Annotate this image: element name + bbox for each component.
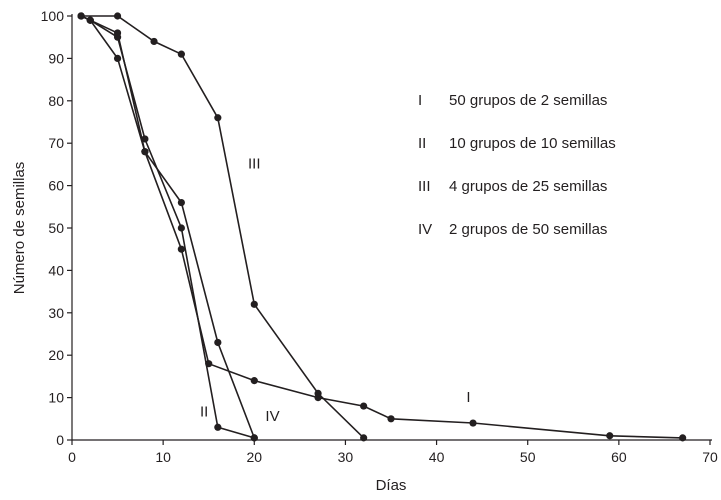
data-point	[387, 415, 395, 423]
legend-entry: 50 grupos de 2 semillas	[449, 92, 607, 109]
x-tick-label: 50	[520, 449, 536, 465]
data-point	[113, 54, 122, 63]
legend-numeral: I	[418, 92, 422, 109]
x-axis-ticks: 0 10 20 30 40 50 60 70	[68, 440, 718, 465]
legend-entry: 10 grupos de 10 semillas	[449, 135, 616, 152]
data-point	[77, 12, 85, 20]
legend-numeral: III	[418, 178, 431, 195]
series-label: III	[248, 156, 261, 173]
y-tick-label: 70	[48, 135, 64, 151]
series-line	[80, 15, 256, 439]
x-tick-label: 10	[155, 449, 171, 465]
series-label: II	[200, 404, 208, 421]
data-point	[679, 434, 687, 442]
data-point	[314, 389, 322, 397]
x-tick-label: 70	[702, 449, 718, 465]
data-point	[214, 338, 222, 347]
y-axis-ticks: 0 10 20 30 40 50 60 70 80 90 100	[41, 8, 72, 448]
y-tick-label: 100	[41, 8, 65, 24]
data-point	[141, 148, 149, 156]
y-tick-label: 10	[48, 390, 64, 406]
data-point	[250, 300, 258, 308]
series-iv	[77, 12, 258, 442]
x-axis-title: Días	[376, 477, 407, 494]
data-point	[113, 29, 122, 37]
y-tick-label: 90	[48, 50, 64, 66]
data-point	[86, 16, 94, 24]
x-tick-label: 0	[68, 449, 76, 465]
data-point	[250, 377, 258, 385]
legend-entry: 2 grupos de 50 semillas	[449, 221, 607, 238]
y-tick-label: 20	[48, 347, 64, 363]
data-point	[177, 50, 185, 58]
data-point	[360, 402, 368, 410]
data-point	[250, 434, 258, 442]
legend: I 50 grupos de 2 semillas II 10 grupos de 1…	[418, 92, 616, 238]
series-label: I	[466, 389, 470, 406]
data-point	[177, 198, 185, 207]
data-point	[606, 432, 614, 440]
data-point	[214, 423, 222, 431]
y-tick-label: 80	[48, 93, 64, 109]
data-point	[150, 37, 158, 46]
y-tick-label: 0	[56, 432, 64, 448]
x-tick-label: 60	[611, 449, 627, 465]
y-axis-title: Número de semillas	[11, 162, 28, 295]
data-point	[214, 114, 222, 122]
legend-numeral: II	[418, 135, 426, 152]
series-line	[80, 15, 255, 439]
x-tick-label: 40	[429, 449, 445, 465]
data-point	[177, 224, 185, 232]
legend-numeral: IV	[418, 221, 432, 238]
y-tick-label: 50	[48, 220, 64, 236]
data-point	[177, 245, 185, 253]
data-point	[113, 12, 122, 20]
y-tick-label: 30	[48, 305, 64, 321]
x-tick-label: 30	[338, 449, 354, 465]
x-tick-label: 20	[246, 449, 262, 465]
series-line	[81, 15, 365, 439]
y-tick-label: 60	[48, 178, 64, 194]
data-point	[469, 419, 477, 427]
data-point	[360, 434, 368, 442]
series-iii	[77, 12, 368, 442]
series-layer	[77, 12, 687, 442]
legend-entry: 4 grupos de 25 semillas	[449, 178, 607, 195]
series-label: IV	[265, 408, 279, 425]
y-tick-label: 40	[48, 262, 64, 278]
